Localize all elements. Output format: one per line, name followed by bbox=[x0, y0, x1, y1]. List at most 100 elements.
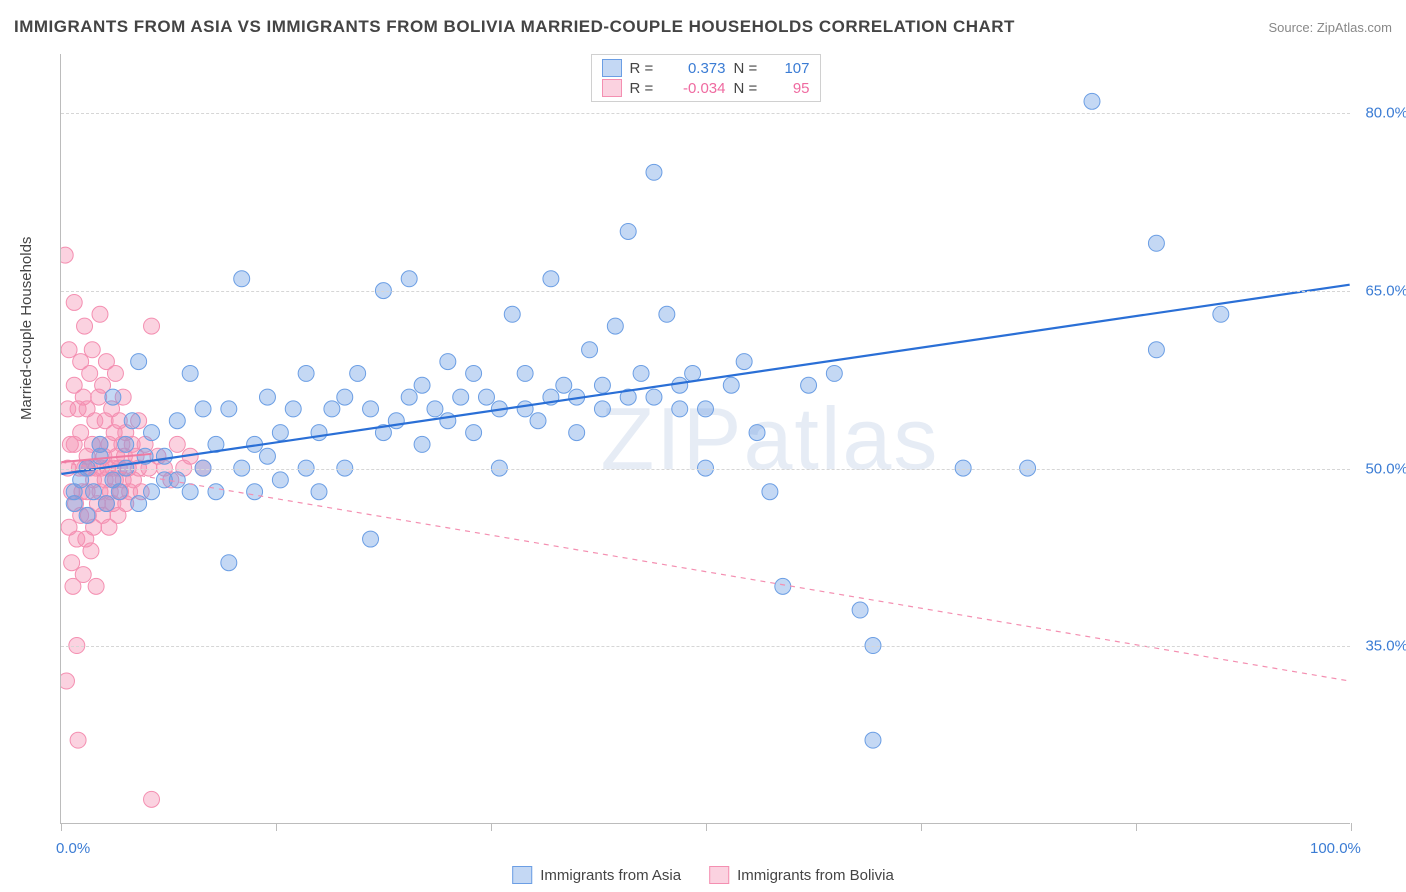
data-point bbox=[594, 401, 610, 417]
data-point bbox=[98, 496, 114, 512]
gridline bbox=[61, 646, 1350, 647]
x-tick bbox=[1136, 823, 1137, 831]
data-point bbox=[182, 365, 198, 381]
data-point bbox=[440, 354, 456, 370]
data-point bbox=[466, 365, 482, 381]
x-tick bbox=[921, 823, 922, 831]
data-point bbox=[466, 425, 482, 441]
data-point bbox=[73, 425, 89, 441]
data-point bbox=[530, 413, 546, 429]
data-point bbox=[736, 354, 752, 370]
data-point bbox=[169, 436, 185, 452]
data-point bbox=[272, 425, 288, 441]
legend-asia-label: Immigrants from Asia bbox=[540, 867, 681, 884]
data-point bbox=[247, 484, 263, 500]
data-point bbox=[272, 472, 288, 488]
data-point bbox=[259, 389, 275, 405]
source-link[interactable]: ZipAtlas.com bbox=[1317, 20, 1392, 35]
data-point bbox=[79, 507, 95, 523]
y-tick-label: 35.0% bbox=[1365, 638, 1406, 655]
chart-header: IMMIGRANTS FROM ASIA VS IMMIGRANTS FROM … bbox=[0, 0, 1406, 44]
data-point bbox=[607, 318, 623, 334]
data-point bbox=[131, 496, 147, 512]
data-point bbox=[92, 306, 108, 322]
data-point bbox=[144, 425, 160, 441]
data-point bbox=[414, 377, 430, 393]
data-point bbox=[82, 365, 98, 381]
data-point bbox=[1148, 235, 1164, 251]
y-axis-label: Married-couple Households bbox=[18, 237, 35, 420]
data-point bbox=[337, 389, 353, 405]
data-point bbox=[61, 673, 74, 689]
legend-item-asia: Immigrants from Asia bbox=[512, 866, 681, 884]
data-point bbox=[414, 436, 430, 452]
chart-source: Source: ZipAtlas.com bbox=[1268, 20, 1392, 35]
y-tick-label: 65.0% bbox=[1365, 282, 1406, 299]
data-point bbox=[195, 401, 211, 417]
data-point bbox=[83, 543, 99, 559]
data-point bbox=[324, 401, 340, 417]
gridline bbox=[61, 113, 1350, 114]
data-point bbox=[453, 389, 469, 405]
data-point bbox=[401, 389, 417, 405]
data-point bbox=[107, 365, 123, 381]
legend-stats: R = 0.373 N = 107 R = -0.034 N = 95 bbox=[591, 54, 821, 102]
data-point bbox=[144, 791, 160, 807]
data-point bbox=[1084, 93, 1100, 109]
legend-r-label: R = bbox=[630, 80, 658, 97]
data-point bbox=[749, 425, 765, 441]
swatch-asia bbox=[602, 59, 622, 77]
legend-asia-r: 0.373 bbox=[666, 60, 726, 77]
data-point bbox=[84, 342, 100, 358]
swatch-bolivia bbox=[709, 866, 729, 884]
data-point bbox=[88, 578, 104, 594]
x-tick bbox=[491, 823, 492, 831]
data-point bbox=[646, 389, 662, 405]
legend-bolivia-label: Immigrants from Bolivia bbox=[737, 867, 894, 884]
x-tick bbox=[276, 823, 277, 831]
data-point bbox=[363, 531, 379, 547]
data-point bbox=[801, 377, 817, 393]
data-point bbox=[620, 223, 636, 239]
source-prefix: Source: bbox=[1268, 20, 1316, 35]
data-point bbox=[865, 732, 881, 748]
chart-canvas bbox=[61, 54, 1350, 823]
data-point bbox=[723, 377, 739, 393]
data-point bbox=[64, 555, 80, 571]
data-point bbox=[105, 389, 121, 405]
data-point bbox=[169, 413, 185, 429]
data-point bbox=[208, 484, 224, 500]
data-point bbox=[1213, 306, 1229, 322]
data-point bbox=[556, 377, 572, 393]
data-point bbox=[311, 484, 327, 500]
data-point bbox=[659, 306, 675, 322]
x-axis-start-label: 0.0% bbox=[56, 840, 90, 857]
legend-item-bolivia: Immigrants from Bolivia bbox=[709, 866, 894, 884]
y-tick-label: 80.0% bbox=[1365, 105, 1406, 122]
legend-series: Immigrants from Asia Immigrants from Bol… bbox=[512, 866, 894, 884]
data-point bbox=[144, 318, 160, 334]
data-point bbox=[401, 271, 417, 287]
data-point bbox=[569, 425, 585, 441]
legend-stats-asia: R = 0.373 N = 107 bbox=[602, 59, 810, 77]
data-point bbox=[221, 555, 237, 571]
data-point bbox=[363, 401, 379, 417]
data-point bbox=[427, 401, 443, 417]
x-axis-end-label: 100.0% bbox=[1310, 840, 1361, 857]
data-point bbox=[259, 448, 275, 464]
data-point bbox=[182, 484, 198, 500]
chart-title: IMMIGRANTS FROM ASIA VS IMMIGRANTS FROM … bbox=[14, 17, 1015, 37]
legend-bolivia-n: 95 bbox=[770, 80, 810, 97]
data-point bbox=[131, 354, 147, 370]
data-point bbox=[285, 401, 301, 417]
y-tick-label: 50.0% bbox=[1365, 460, 1406, 477]
data-point bbox=[234, 271, 250, 287]
data-point bbox=[826, 365, 842, 381]
data-point bbox=[478, 389, 494, 405]
x-tick bbox=[1351, 823, 1352, 831]
data-point bbox=[350, 365, 366, 381]
legend-n-label: N = bbox=[734, 80, 762, 97]
x-tick bbox=[61, 823, 62, 831]
data-point bbox=[1148, 342, 1164, 358]
gridline bbox=[61, 291, 1350, 292]
